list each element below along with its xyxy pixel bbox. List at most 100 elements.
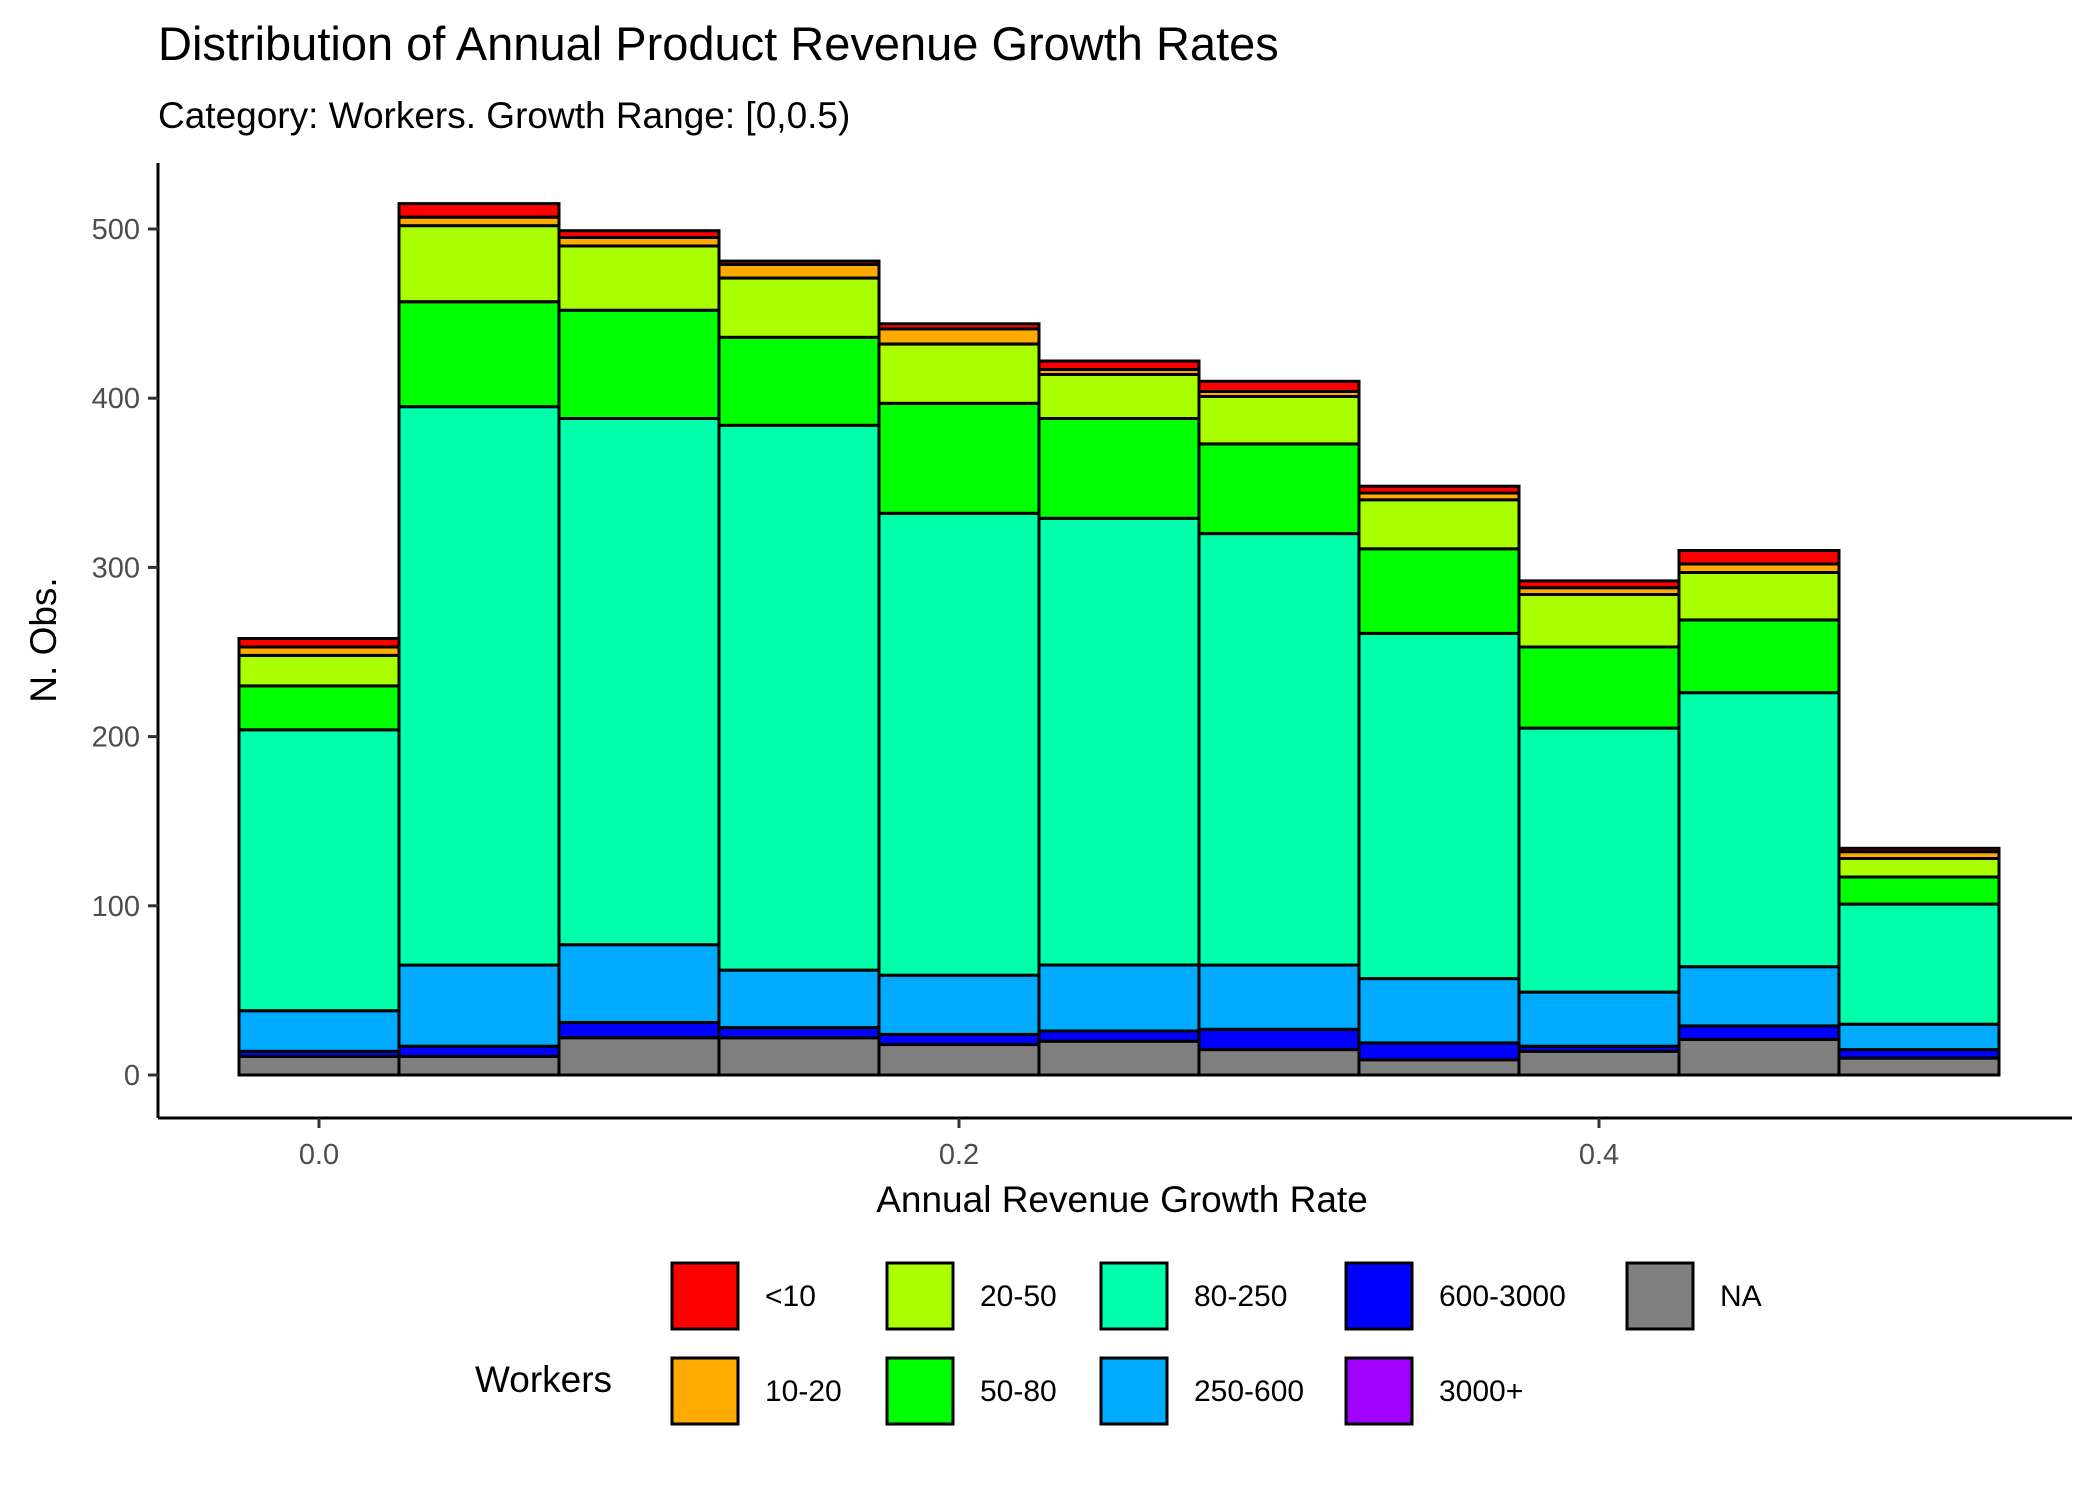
x-tick-label: 0.0 <box>299 1139 339 1171</box>
bar-segment <box>557 1036 721 1077</box>
legend-label: 3000+ <box>1439 1375 1523 1408</box>
y-axis-ticks: 0 100 200 300 400 500 <box>92 214 158 1092</box>
bar-segment <box>1837 1022 2001 1052</box>
bar-segment <box>1037 1039 1201 1077</box>
bar-segment <box>1037 516 1201 967</box>
x-tick-label: 0.2 <box>939 1139 979 1171</box>
bar-segment <box>877 401 1041 515</box>
bar-segment <box>1517 593 1681 649</box>
bar-segment <box>877 1032 1041 1047</box>
bar-segment <box>877 327 1041 346</box>
legend-key <box>1344 1261 1414 1331</box>
y-tick-label: 300 <box>92 552 140 584</box>
bar-segment <box>1517 645 1681 730</box>
legend-label: 50-80 <box>980 1375 1057 1408</box>
legend-key <box>1625 1261 1695 1331</box>
bar-segment <box>717 968 881 1030</box>
bar-segment <box>717 1026 881 1040</box>
legend-label: 80-250 <box>1194 1280 1287 1313</box>
bar-segment <box>1197 1048 1361 1077</box>
bar-segment <box>557 943 721 1025</box>
bar-segment <box>1037 359 1201 371</box>
bar-segment <box>1357 1041 1521 1062</box>
bar-segment <box>1837 875 2001 906</box>
bar-segment <box>1677 571 1841 622</box>
bar-segment <box>1357 547 1521 635</box>
bar-segment <box>1037 1029 1201 1043</box>
y-tick-label: 500 <box>92 214 140 246</box>
legend-label: 250-600 <box>1194 1375 1304 1408</box>
bar-segment <box>1517 990 1681 1048</box>
y-tick-label: 200 <box>92 722 140 754</box>
bar-segment <box>237 637 401 649</box>
bar-segment <box>237 684 401 732</box>
bar-segment <box>557 229 721 239</box>
bar-segment <box>1357 977 1521 1045</box>
legend-label: 20-50 <box>980 1280 1057 1313</box>
legend-key <box>1099 1356 1169 1426</box>
bar-segment <box>1357 498 1521 551</box>
bar-segment <box>1677 618 1841 695</box>
bar-segment <box>717 276 881 339</box>
bar-segment <box>717 259 881 267</box>
bar-segment <box>1677 1038 1841 1077</box>
bar-segment <box>1517 726 1681 994</box>
bar-segment <box>1677 965 1841 1028</box>
legend-key <box>670 1356 740 1426</box>
bar-segment <box>1197 379 1361 393</box>
bar-segment <box>1837 1056 2001 1077</box>
bar-segment <box>557 1021 721 1040</box>
x-axis-title: Annual Revenue Growth Rate <box>876 1179 1368 1220</box>
bar-segment <box>717 1036 881 1077</box>
bar-segment <box>237 1054 401 1077</box>
legend: <10 10-20 20-50 50-80 80-250 250-600 600-3000 3… <box>670 1261 1762 1426</box>
legend-key <box>1099 1261 1169 1331</box>
bar-segment <box>1037 373 1201 420</box>
bar-segment <box>1197 442 1361 536</box>
y-tick-label: 400 <box>92 383 140 415</box>
legend-key <box>670 1261 740 1331</box>
chart-subtitle: Category: Workers. Growth Range: [0,0.5) <box>158 95 850 136</box>
bar-segment <box>557 244 721 312</box>
x-tick-label: 0.4 <box>1579 1139 1619 1171</box>
bar-segment <box>397 405 561 967</box>
bar-segment <box>1837 902 2001 1026</box>
legend-label: 600-3000 <box>1439 1280 1566 1313</box>
bar-segment <box>397 300 561 409</box>
bar-segment <box>1517 579 1681 590</box>
bar-segment <box>1677 1024 1841 1041</box>
bar-segment <box>1517 1049 1681 1077</box>
chart-title: Distribution of Annual Product Revenue G… <box>158 17 1279 70</box>
bar-segment <box>717 263 881 280</box>
bar-segment <box>1357 1058 1521 1077</box>
bar-segment <box>557 417 721 947</box>
bar-segment <box>877 511 1041 977</box>
y-tick-label: 0 <box>124 1060 140 1092</box>
bar-segment <box>1357 484 1521 495</box>
bar-segment <box>1197 963 1361 1031</box>
bar-segment <box>717 423 881 972</box>
bar-segment <box>877 1043 1041 1077</box>
bar-segment <box>1837 846 2001 854</box>
legend-key <box>1344 1356 1414 1426</box>
y-tick-label: 100 <box>92 891 140 923</box>
bar-segment <box>1197 532 1361 967</box>
legend-key <box>885 1261 955 1331</box>
bar-segment <box>1037 417 1201 520</box>
bar-segment <box>237 728 401 1013</box>
legend-title: Workers <box>475 1359 612 1400</box>
bar-segment <box>877 322 1041 331</box>
legend-label: NA <box>1720 1280 1762 1313</box>
legend-label: <10 <box>765 1280 816 1313</box>
bar-segment <box>397 1054 561 1077</box>
bar-segment <box>237 653 401 688</box>
bar-segment <box>717 335 881 427</box>
bar-segment <box>1357 631 1521 981</box>
bar-segment <box>397 202 561 219</box>
bar-segment <box>397 224 561 304</box>
bar-segment <box>397 963 561 1048</box>
bar-segment <box>237 1009 401 1053</box>
x-axis-ticks: 0.0 0.2 0.4 <box>299 1118 1619 1171</box>
